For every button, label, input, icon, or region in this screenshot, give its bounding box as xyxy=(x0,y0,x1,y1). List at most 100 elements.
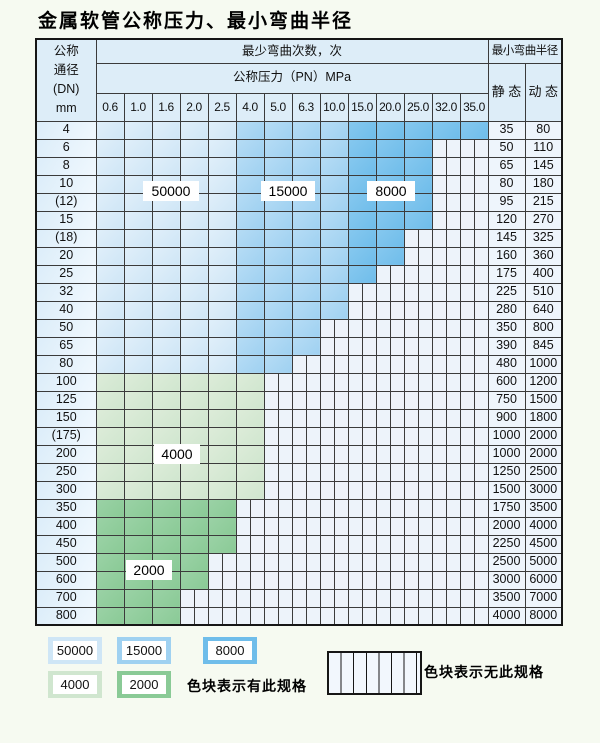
spec-unavailable-cell xyxy=(431,246,461,266)
spec-available-cell xyxy=(95,300,125,320)
spec-unavailable-cell xyxy=(459,282,489,302)
spec-unavailable-cell xyxy=(403,552,433,572)
spec-available-cell xyxy=(207,480,237,500)
spec-available-cell xyxy=(235,480,265,500)
spec-available-cell xyxy=(123,120,153,140)
spec-unavailable-cell xyxy=(431,354,461,374)
region-cycles-label: 2000 xyxy=(126,560,172,580)
spec-available-cell xyxy=(235,138,265,158)
spec-unavailable-cell xyxy=(207,570,237,590)
spec-unavailable-cell xyxy=(263,372,293,392)
spec-available-cell xyxy=(207,534,237,554)
spec-unavailable-cell xyxy=(319,480,349,500)
spec-unavailable-cell xyxy=(375,588,405,608)
spec-unavailable-cell xyxy=(459,498,489,518)
spec-available-cell xyxy=(235,192,265,212)
spec-unavailable-cell xyxy=(459,444,489,464)
spec-available-cell xyxy=(207,408,237,428)
spec-unavailable-cell xyxy=(431,264,461,284)
legend-swatch-label: 8000 xyxy=(208,641,252,660)
spec-available-cell xyxy=(347,246,377,266)
table-row: 50 350 800 xyxy=(35,318,563,338)
table-row: 32 225 510 xyxy=(35,282,563,302)
spec-available-cell xyxy=(179,156,209,176)
spec-unavailable-cell xyxy=(431,606,461,626)
spec-unavailable-cell xyxy=(431,570,461,590)
dynamic-radius-cell: 325 xyxy=(524,228,563,248)
spec-available-cell xyxy=(235,372,265,392)
spec-available-cell xyxy=(95,318,125,338)
legend-swatch: 50000 xyxy=(48,637,102,664)
spec-available-cell xyxy=(123,282,153,302)
spec-available-cell xyxy=(179,138,209,158)
table-row: (175) 1000 2000 xyxy=(35,426,563,446)
spec-unavailable-cell xyxy=(235,606,265,626)
spec-available-cell xyxy=(375,120,405,140)
dynamic-radius-cell: 510 xyxy=(524,282,563,302)
spec-available-cell xyxy=(207,120,237,140)
spec-unavailable-cell xyxy=(347,372,377,392)
spec-available-cell xyxy=(207,354,237,374)
table-row: 700 3500 7000 xyxy=(35,588,563,608)
spec-available-cell xyxy=(403,120,433,140)
spec-available-cell xyxy=(95,606,125,626)
dn-cell: 6 xyxy=(35,138,97,158)
spec-unavailable-cell xyxy=(403,570,433,590)
spec-available-cell xyxy=(95,516,125,536)
dn-cell: 65 xyxy=(35,336,97,356)
spec-available-cell xyxy=(95,390,125,410)
spec-available-cell xyxy=(263,156,293,176)
spec-available-cell xyxy=(123,498,153,518)
spec-available-cell xyxy=(123,480,153,500)
legend-swatch-label: 50000 xyxy=(53,641,97,660)
static-radius-cell: 160 xyxy=(487,246,526,266)
spec-unavailable-cell xyxy=(375,444,405,464)
spec-available-cell xyxy=(319,228,349,248)
spec-available-cell xyxy=(291,300,321,320)
spec-unavailable-cell xyxy=(263,390,293,410)
dynamic-radius-cell: 110 xyxy=(524,138,563,158)
spec-unavailable-cell xyxy=(403,372,433,392)
spec-available-cell xyxy=(179,120,209,140)
spec-unavailable-cell xyxy=(319,390,349,410)
spec-unavailable-cell xyxy=(403,354,433,374)
spec-unavailable-cell xyxy=(291,606,321,626)
spec-unavailable-cell xyxy=(291,480,321,500)
spec-available-cell xyxy=(207,318,237,338)
spec-unavailable-cell xyxy=(431,174,461,194)
spec-unavailable-cell xyxy=(319,336,349,356)
spec-unavailable-cell xyxy=(319,318,349,338)
spec-available-cell xyxy=(347,156,377,176)
dn-cell: 450 xyxy=(35,534,97,554)
table-row: 300 1500 3000 xyxy=(35,480,563,500)
static-radius-cell: 2250 xyxy=(487,534,526,554)
spec-available-cell xyxy=(95,570,125,590)
header-row-pressure: 公称压力（PN）MPa 静 态动 态 xyxy=(36,62,563,122)
spec-available-cell xyxy=(207,192,237,212)
spec-available-cell xyxy=(123,516,153,536)
static-radius-cell: 2000 xyxy=(487,516,526,536)
dynamic-radius-cell: 360 xyxy=(524,246,563,266)
spec-unavailable-cell xyxy=(403,498,433,518)
spec-available-cell xyxy=(123,606,153,626)
spec-unavailable-cell xyxy=(403,408,433,428)
spec-unavailable-cell xyxy=(403,336,433,356)
dynamic-radius-cell: 2000 xyxy=(524,444,563,464)
spec-unavailable-cell xyxy=(207,606,237,626)
dynamic-radius-cell: 1800 xyxy=(524,408,563,428)
spec-unavailable-cell xyxy=(347,462,377,482)
table-row: 800 4000 8000 xyxy=(35,606,563,626)
spec-available-cell xyxy=(151,138,181,158)
spec-available-cell xyxy=(263,210,293,230)
dynamic-radius-cell: 800 xyxy=(524,318,563,338)
table-row: 125 750 1500 xyxy=(35,390,563,410)
spec-available-cell xyxy=(207,264,237,284)
spec-available-cell xyxy=(95,588,125,608)
spec-available-cell xyxy=(319,282,349,302)
spec-table: 公称 通径 (DN) mm 最少弯曲次数，次 最小弯曲半径 公称压力（PN）MPa 静 态动 … xyxy=(35,38,563,626)
spec-available-cell xyxy=(95,498,125,518)
spec-available-cell xyxy=(207,228,237,248)
spec-available-cell xyxy=(95,462,125,482)
spec-unavailable-cell xyxy=(291,588,321,608)
spec-unavailable-cell xyxy=(291,426,321,446)
